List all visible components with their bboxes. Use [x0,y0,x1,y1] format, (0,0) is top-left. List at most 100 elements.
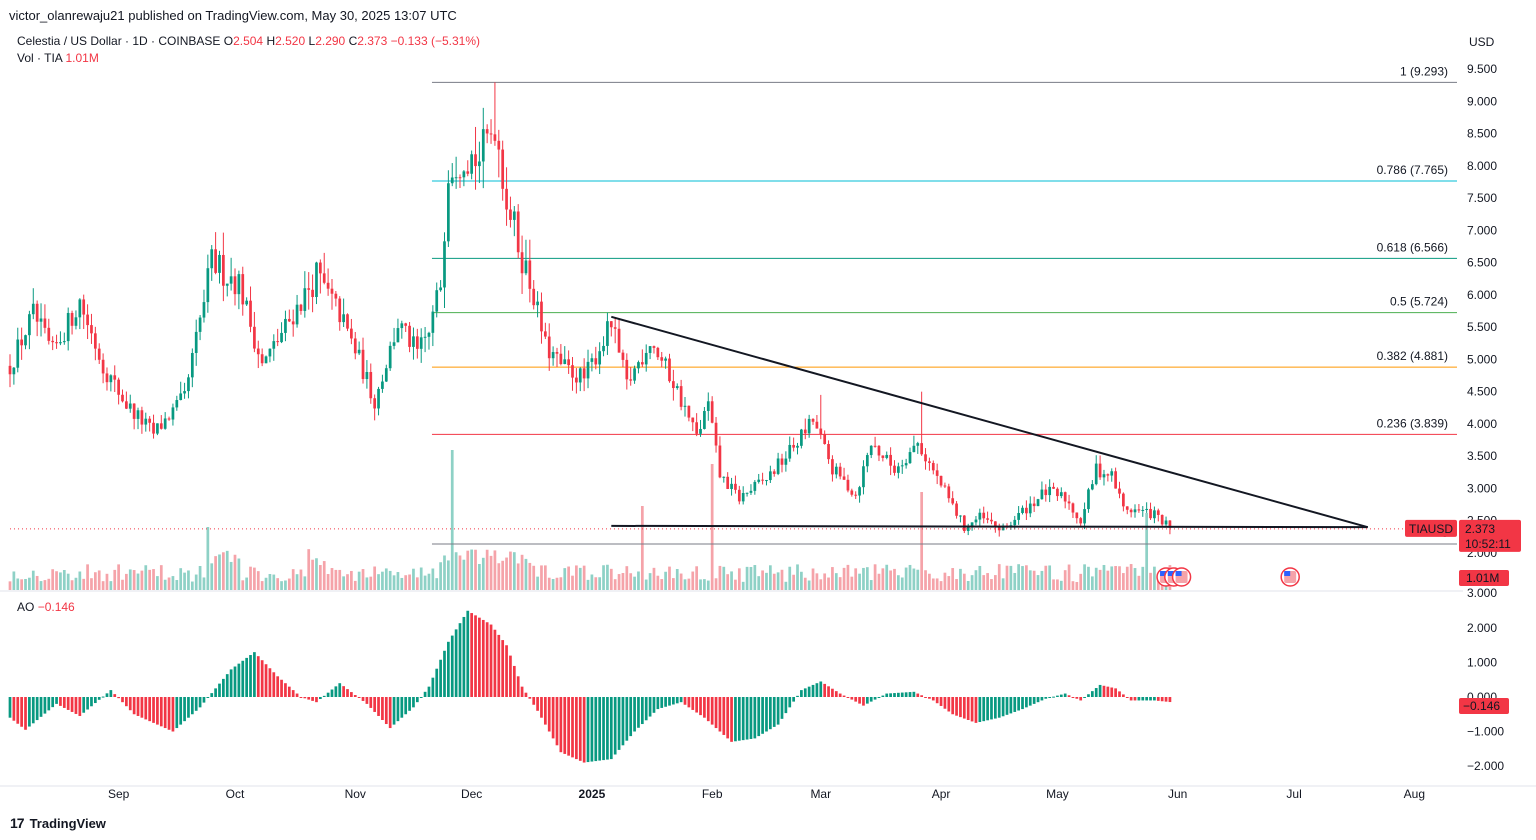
ao-bar [563,697,567,754]
time-tick-label: Nov [345,787,366,801]
ao-bar [381,697,384,720]
volume-bar [113,569,117,590]
volume-bar [117,564,120,590]
fib-level-label: 0.786 (7.765) [1377,163,1448,177]
high-label: H [266,34,276,48]
volume-bar [745,566,749,590]
ao-bar [1079,697,1083,701]
candle-body [101,359,105,374]
volume-value: 1.01M [65,51,99,65]
candle-body [1032,503,1036,507]
volume-bar [966,581,970,590]
volume-bar [644,579,648,590]
volume-bar [210,563,214,590]
us-flag-event-icon[interactable] [1280,567,1300,587]
candle-body [734,483,737,490]
ao-bar [291,690,295,697]
ao-bar [1059,694,1063,697]
candle-body [307,288,311,290]
ao-bar [303,697,307,699]
candle-body [555,352,559,354]
fib-retracement[interactable]: 1 (9.293) 0.786 (7.765) 0.618 (6.566) 0.5 (… [431,64,1457,545]
tradingview-logo[interactable]: 17 TradingView [10,815,106,831]
ao-bar [163,697,167,729]
ao-bar [757,697,761,737]
candle-body [928,461,931,463]
volume-bar [865,567,869,590]
us-flag-event-icon[interactable] [1171,567,1192,587]
candle-body [916,443,920,446]
ao-bar [609,697,613,760]
ao-bar [955,697,958,716]
candle-body [524,260,528,274]
descending-resistance-line [611,315,1369,529]
candle-body [121,394,124,402]
candle-body [862,466,865,488]
ao-bar [357,697,361,698]
ao-bar [388,697,392,729]
candle-body [629,379,633,381]
volume-bar [86,564,89,590]
time-tick-label: Feb [702,787,723,801]
ao-bar [1067,695,1071,697]
volume-bar [850,576,854,590]
candle-body [311,289,314,298]
ao-bar [175,697,179,729]
volume-bar [291,569,295,590]
event-markers[interactable] [1156,567,1300,587]
volume-bar [198,565,202,590]
ao-bar [66,697,70,710]
ao-tick-label: −2.000 [1467,759,1504,773]
candle-body [183,391,186,394]
volume-bar [427,573,431,590]
candle-body [1114,471,1117,489]
candle-body [955,503,958,516]
symbol-name[interactable]: Celestia / US Dollar · 1D · COINBASE [17,34,221,48]
volume-bar [695,566,699,590]
open-label: O [223,34,234,48]
volume-bar [415,577,419,590]
candle-body [1063,492,1067,502]
volume-bar [699,579,702,590]
ao-bar [1087,694,1090,697]
volume-bar [237,558,241,590]
candle-body [423,336,427,338]
candle-body [606,321,609,346]
volume-bar [834,573,838,590]
ao-bar [245,657,248,697]
event-icon-canton [1167,571,1174,576]
candle-body [924,454,927,462]
candle-body [1017,513,1020,520]
volume-bar [931,578,935,590]
ao-bar [862,697,865,706]
volume-bar [1036,575,1040,590]
candle-body [470,154,474,174]
ao-bar [962,697,966,719]
volume-bar [629,573,633,590]
candle-body [501,149,505,189]
volume-bar [97,570,101,590]
ao-bar [1098,684,1102,697]
candle-body [315,262,318,298]
volume-bar [478,563,481,590]
time-tick-label: Dec [461,787,482,801]
volume-bar [978,565,982,590]
candle-body [210,249,214,269]
volume-bar [443,555,446,590]
trendlines[interactable] [611,315,1369,529]
ao-legend[interactable]: AO −0.146 [17,600,75,614]
candle-body [1094,463,1098,485]
ao-bar [528,697,532,699]
ao-bar [675,697,679,704]
volume-bar [326,574,330,590]
ao-bar [253,652,256,697]
ao-bar [881,695,885,697]
candle-body [466,171,470,174]
volume-bar [315,558,318,590]
ao-bar [683,697,687,705]
volume-bar [885,564,889,590]
candle-body [730,483,733,489]
volume-legend[interactable]: Vol · TIA 1.01M [17,51,99,65]
ao-bar [105,693,109,697]
